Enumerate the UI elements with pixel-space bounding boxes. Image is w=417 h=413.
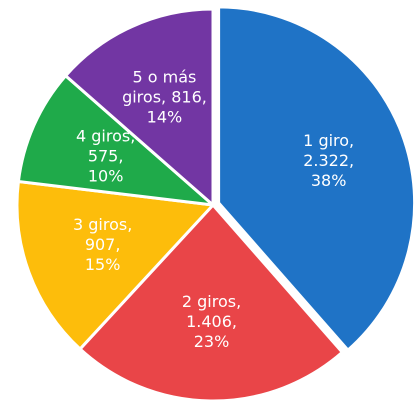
data-label: 4 giros, [76, 127, 135, 146]
pie-slice [15, 179, 217, 352]
data-label: 14% [147, 107, 183, 126]
pie-slice [77, 202, 345, 403]
pie-slice [16, 73, 218, 208]
data-label: 5 o más [133, 67, 197, 86]
pie-slice [63, 7, 215, 209]
data-label: 2.322, [303, 151, 354, 170]
pie-slice [217, 5, 417, 353]
data-label: 1 giro, [303, 131, 354, 150]
data-label: 23% [194, 332, 230, 351]
data-label: 1.406, [186, 312, 237, 331]
data-label: giros, 816, [122, 87, 207, 106]
data-label: 10% [88, 167, 124, 186]
data-label: 15% [85, 255, 121, 274]
data-label: 3 giros, [73, 215, 132, 234]
data-label: 38% [311, 171, 347, 190]
data-label: 575, [88, 147, 124, 166]
data-label: 2 giros, [182, 292, 241, 311]
data-label: 907, [85, 235, 121, 254]
